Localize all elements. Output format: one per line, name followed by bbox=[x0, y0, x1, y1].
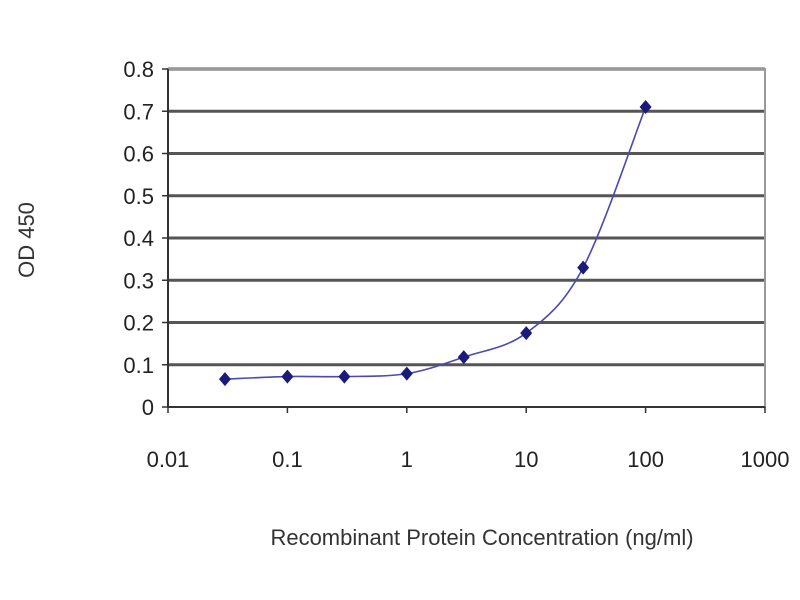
series bbox=[218, 100, 652, 387]
series-line bbox=[224, 106, 647, 380]
x-tick-label: 100 bbox=[627, 447, 664, 472]
x-tick-label: 10 bbox=[514, 447, 538, 472]
gridlines bbox=[168, 67, 765, 367]
y-tick-label: 0.3 bbox=[123, 268, 154, 293]
y-tick-label: 0.8 bbox=[123, 57, 154, 82]
data-point bbox=[639, 100, 652, 115]
y-tick-label: 0.6 bbox=[123, 142, 154, 167]
data-point bbox=[281, 369, 294, 384]
x-tick-label: 1000 bbox=[741, 447, 790, 472]
data-point bbox=[520, 326, 533, 341]
data-point bbox=[457, 350, 470, 365]
x-tick-label: 0.01 bbox=[147, 447, 190, 472]
axes bbox=[162, 68, 766, 413]
y-tick-label: 0.2 bbox=[123, 311, 154, 336]
data-point bbox=[218, 372, 231, 387]
y-tick-label: 0.4 bbox=[123, 226, 154, 251]
data-point bbox=[400, 366, 413, 381]
data-point bbox=[338, 369, 351, 384]
y-tick-label: 0.7 bbox=[123, 99, 154, 124]
y-tick-label: 0 bbox=[142, 395, 154, 420]
y-tick-label: 0.5 bbox=[123, 184, 154, 209]
x-axis-label: Recombinant Protein Concentration (ng/ml… bbox=[270, 525, 693, 550]
data-point bbox=[577, 260, 590, 275]
x-tick-label: 0.1 bbox=[272, 447, 303, 472]
y-tick-labels: 0 0.1 0.2 0.3 0.4 0.5 0.6 0.7 0.8 bbox=[123, 57, 154, 420]
y-tick-label: 0.1 bbox=[123, 353, 154, 378]
y-axis-label: OD 450 bbox=[14, 202, 39, 278]
x-tick-label: 1 bbox=[401, 447, 413, 472]
x-tick-labels: 0.01 0.1 1 10 100 1000 bbox=[147, 447, 790, 472]
